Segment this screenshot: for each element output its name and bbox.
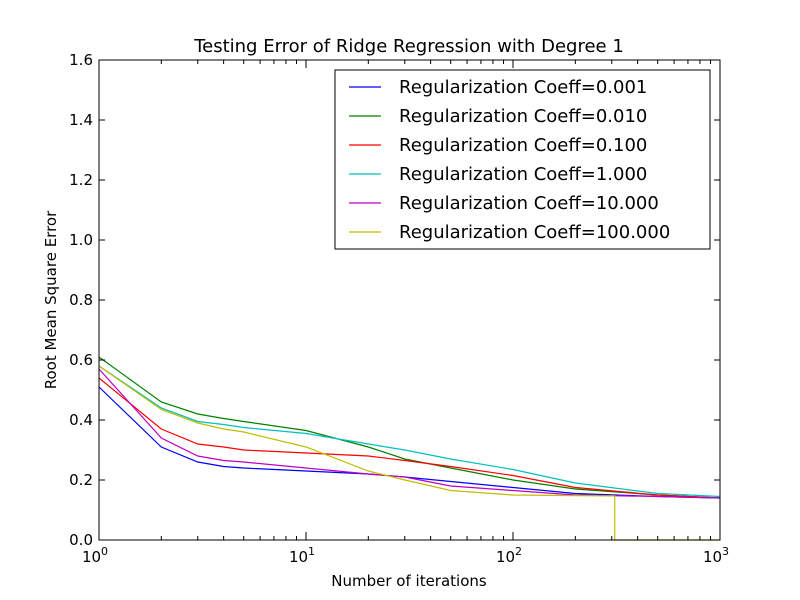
legend-label-1: Regularization Coeff=0.010: [399, 106, 647, 127]
y-tick-label-4: 0.8: [69, 291, 93, 309]
legend-label-0: Regularization Coeff=0.001: [399, 77, 647, 98]
y-tick-label-8: 1.6: [69, 51, 93, 69]
legend-label-5: Regularization Coeff=100.000: [399, 222, 670, 243]
series-line-5: [98, 365, 720, 541]
x-tick-label-0: 100: [82, 545, 108, 566]
series-line-3: [98, 365, 721, 498]
x-tick-label-3: 103: [703, 545, 729, 566]
x-tick-base: 10: [703, 548, 722, 566]
y-tick-label-0: 0.0: [69, 531, 93, 549]
legend: Regularization Coeff=0.001 Regularization…: [334, 69, 711, 250]
x-tick-base: 10: [82, 548, 101, 566]
y-tick-label-3: 0.6: [69, 351, 93, 369]
y-axis-label: Root Mean Square Error: [42, 210, 60, 389]
legend-label-3: Regularization Coeff=1.000: [399, 164, 647, 185]
x-tick-label-1: 101: [289, 545, 315, 566]
x-tick-exponent: 1: [308, 545, 315, 558]
series-layer: [98, 356, 721, 541]
y-tick-label-2: 0.4: [69, 411, 93, 429]
legend-label-4: Regularization Coeff=10.000: [399, 193, 659, 214]
chart-title: Testing Error of Ridge Regression with D…: [193, 36, 624, 57]
x-tick-base: 10: [496, 548, 515, 566]
series-line-1: [98, 356, 721, 499]
series-line-2: [98, 377, 721, 499]
y-tick-label-5: 1.0: [69, 231, 93, 249]
legend-box: [334, 69, 711, 250]
y-tick-label-6: 1.2: [69, 171, 93, 189]
y-tick-label-7: 1.4: [69, 111, 93, 129]
x-tick-label-2: 102: [496, 545, 522, 566]
x-tick-base: 10: [289, 548, 308, 566]
legend-label-2: Regularization Coeff=0.100: [399, 135, 647, 156]
x-axis-label: Number of iterations: [331, 572, 487, 590]
x-tick-exponent: 3: [722, 545, 729, 558]
y-tick-label-1: 0.2: [69, 471, 93, 489]
x-tick-exponent: 2: [515, 545, 522, 558]
x-tick-exponent: 0: [101, 545, 108, 558]
